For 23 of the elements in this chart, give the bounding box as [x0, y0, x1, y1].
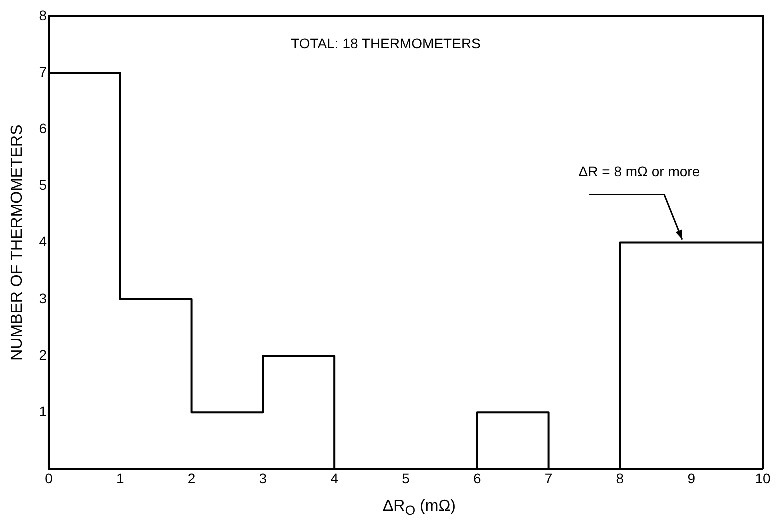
- y-tick-label: 4: [39, 234, 48, 250]
- y-tick-label: 3: [39, 290, 48, 306]
- y-tick-label: 8: [39, 7, 48, 24]
- x-tick-label: 8: [616, 470, 624, 486]
- x-tick-label: 5: [402, 470, 410, 486]
- annotation: TOTAL: 18 THERMOMETERS: [291, 35, 481, 52]
- y-axis-title: NUMBER OF THERMOMETERS: [9, 124, 26, 361]
- y-tick-label: 7: [39, 64, 48, 80]
- y-tick-label: 2: [39, 346, 48, 363]
- y-tick-label: 1: [39, 403, 48, 420]
- x-tick-label: 10: [755, 470, 771, 486]
- x-tick-label: 1: [116, 470, 124, 486]
- x-tick-label: 2: [188, 470, 196, 486]
- x-tick-label: 4: [330, 470, 339, 486]
- y-tick-label: 6: [39, 120, 48, 136]
- x-tick-label: 6: [473, 470, 482, 486]
- x-tick-label: 0: [45, 470, 54, 486]
- y-tick-label: 5: [39, 177, 48, 194]
- x-tick-label: 9: [688, 470, 696, 486]
- x-tick-label: 3: [259, 470, 268, 486]
- x-axis-title: ΔR$_{O}$ (mΩ): [382, 498, 457, 518]
- annotation: ΔR = 8 mΩ or more: [578, 164, 700, 180]
- x-tick-label: 7: [544, 470, 553, 486]
